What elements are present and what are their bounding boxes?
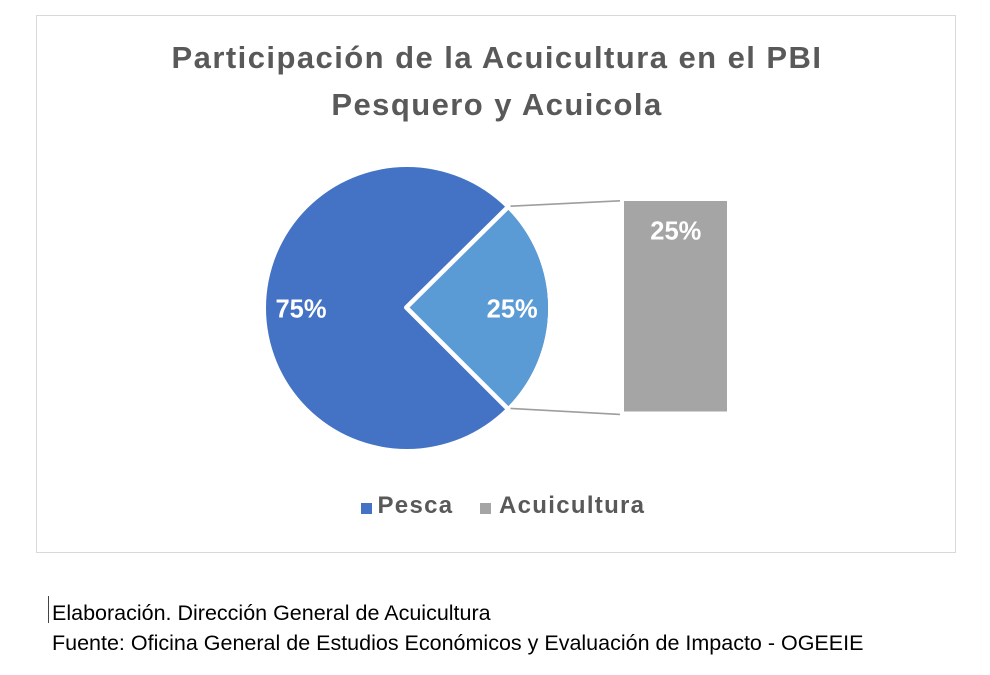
svg-text:25%: 25% <box>487 295 538 323</box>
svg-text:75%: 75% <box>275 295 326 323</box>
svg-text:25%: 25% <box>650 218 701 246</box>
